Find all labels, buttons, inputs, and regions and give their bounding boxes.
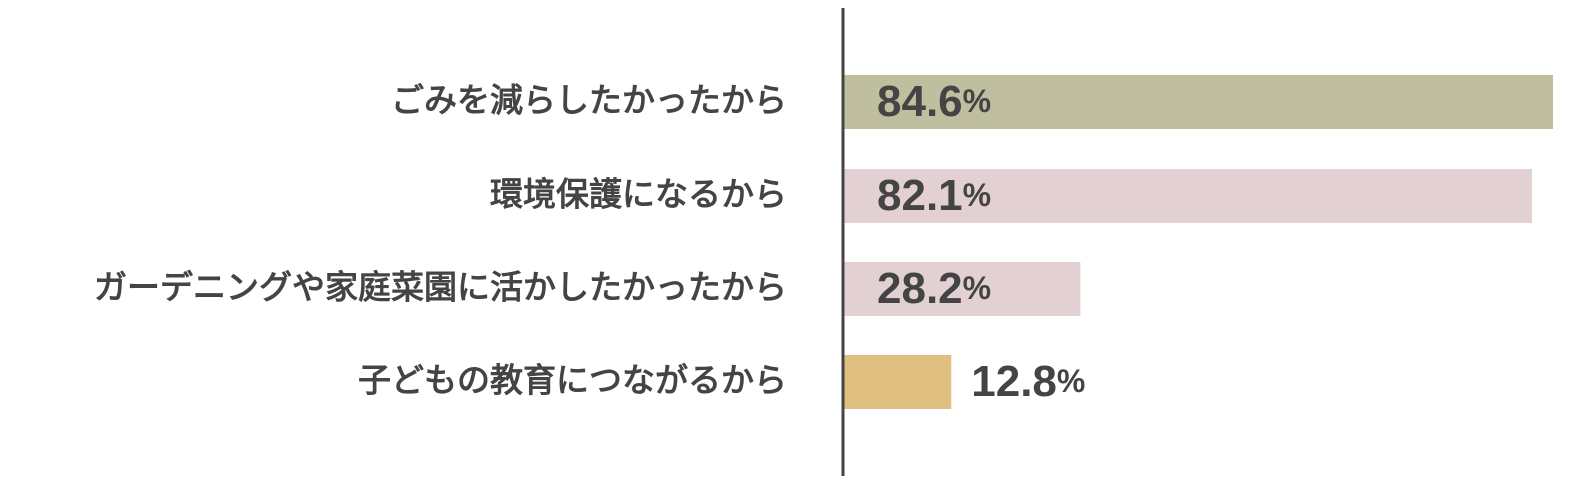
category-label: ごみを減らしたかったから [391, 81, 787, 120]
category-label: ガーデニングや家庭菜園に活かしたかったから [94, 268, 787, 307]
bar [844, 355, 952, 409]
bar [844, 75, 1553, 129]
bar [844, 169, 1533, 223]
value-label: 82.1% [877, 171, 991, 220]
bar [844, 262, 1081, 316]
value-label: 28.2% [877, 264, 991, 313]
category-label: 環境保護になるから [490, 175, 787, 214]
value-label: 84.6% [877, 77, 991, 126]
category-label: 子どもの教育につながるから [358, 361, 787, 400]
value-label: 12.8% [971, 357, 1085, 406]
